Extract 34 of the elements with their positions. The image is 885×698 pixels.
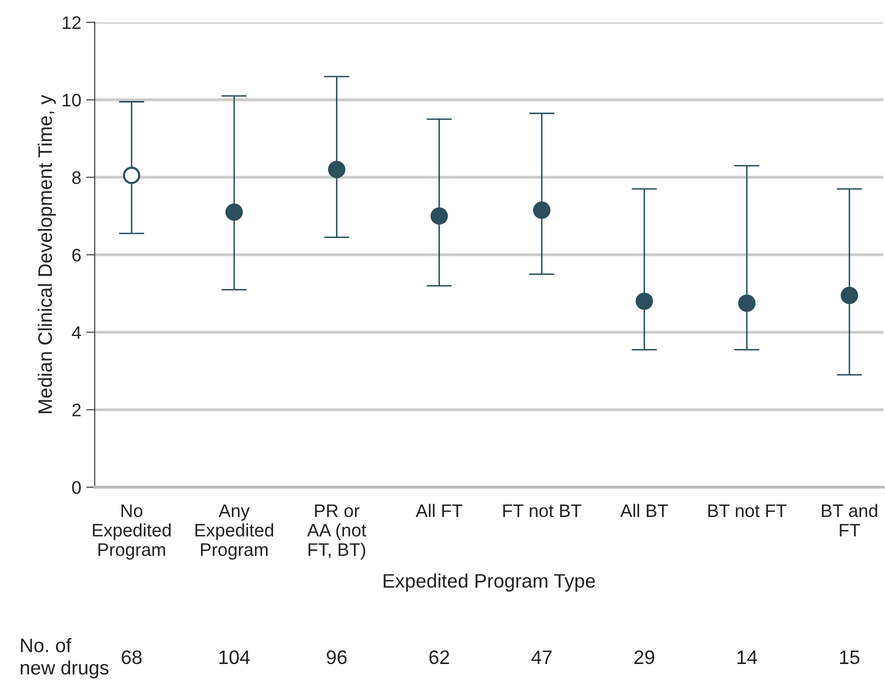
text: 62 — [429, 650, 450, 664]
x-tick-label: Any Expedited Program — [195, 504, 274, 560]
x-tick-label: No Expedited Program — [92, 504, 171, 560]
x-tick-label: FT not BT — [503, 504, 582, 518]
x-tick-label: All BT — [620, 504, 668, 517]
y-tick-label: 10 — [62, 94, 81, 107]
x-tick-label: All FT — [416, 504, 462, 517]
text: 14 — [738, 650, 758, 664]
y-tick-label: 8 — [72, 171, 81, 184]
point — [225, 203, 243, 221]
x-tick-label: PR or AA (not FT, BT) — [307, 504, 366, 560]
x-tick-label: BT and FT — [822, 504, 878, 536]
point — [636, 292, 653, 310]
y-tick-label: 4 — [72, 326, 81, 339]
point — [533, 202, 550, 219]
y-tick-label: 6 — [72, 248, 81, 262]
text: 104 — [219, 650, 250, 664]
point — [328, 160, 346, 178]
y-axis-title: Median Clinical Development Time, y — [38, 94, 56, 414]
text: 96 — [326, 650, 347, 664]
text: 47 — [531, 650, 552, 664]
point — [738, 294, 756, 312]
y-tick-label: 2 — [72, 404, 81, 416]
x-tick-label: BT not FT — [708, 504, 786, 518]
text: 68 — [122, 650, 142, 664]
y-tick-label: 0 — [72, 481, 81, 494]
x-axis-title: Expedited Program Type — [384, 573, 595, 592]
y-tick-label: 12 — [62, 16, 81, 29]
point — [430, 207, 448, 225]
point — [840, 286, 858, 304]
text: 29 — [634, 650, 654, 664]
text: No. of new drugs — [20, 638, 108, 678]
text: 15 — [840, 650, 860, 664]
point — [122, 166, 140, 184]
